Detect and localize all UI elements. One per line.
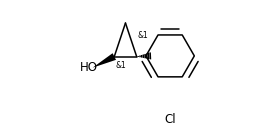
Polygon shape xyxy=(93,53,116,68)
Text: &1: &1 xyxy=(137,31,148,40)
Text: &1: &1 xyxy=(116,61,126,71)
Text: HO: HO xyxy=(80,61,98,74)
Text: Cl: Cl xyxy=(164,113,176,126)
